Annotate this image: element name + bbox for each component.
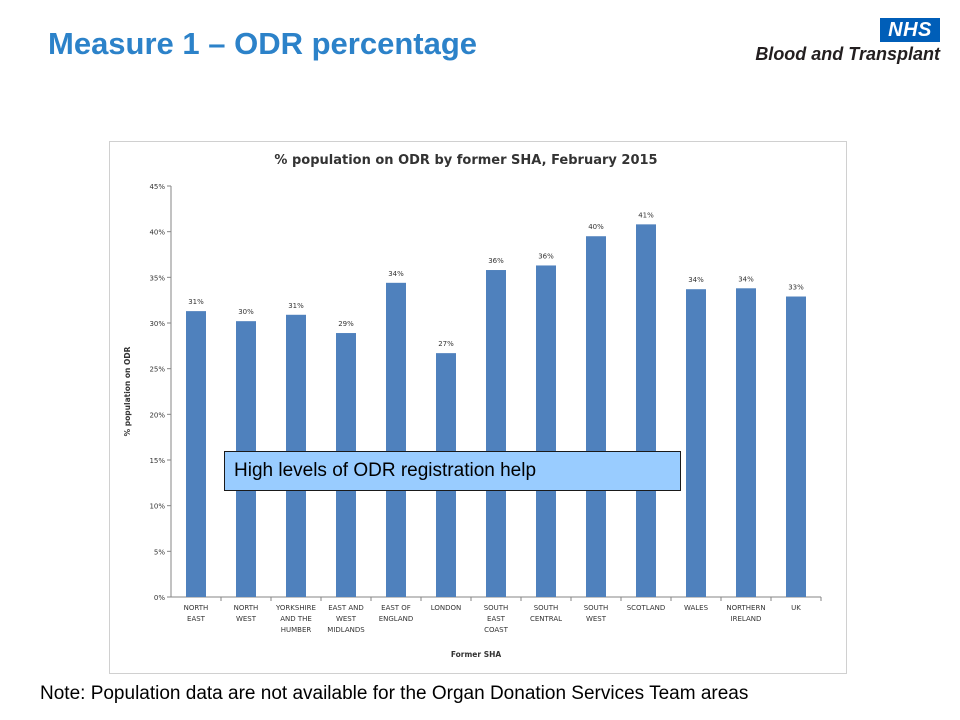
x-tick-label: IRELAND [731,615,762,623]
y-tick-label: 20% [149,411,165,419]
data-label: 40% [588,223,604,231]
data-label: 41% [638,211,654,219]
y-tick-label: 15% [149,457,165,465]
data-label: 31% [188,298,204,306]
nhs-logo-text: Blood and Transplant [755,44,940,64]
bar [586,236,606,597]
x-axis-title: Former SHA [451,650,502,659]
bar [536,265,556,597]
chart-frame: % population on ODR by former SHA, Febru… [109,141,847,674]
x-tick-label: ENGLAND [379,615,414,623]
x-tick-label: WEST [236,615,257,623]
x-tick-label: NORTH [184,604,209,612]
x-tick-label: YORKSHIRE [275,604,316,612]
x-tick-label: UK [791,604,801,612]
x-tick-label: EAST [487,615,506,623]
slide-title: Measure 1 – ODR percentage [48,26,478,61]
nhs-logo: NHS Blood and Transplant [750,18,940,68]
bar-chart: % population on ODR by former SHA, Febru… [123,153,822,659]
y-tick-label: 10% [149,503,165,511]
x-tick-label: AND THE [280,615,312,623]
x-tick-label: MIDLANDS [327,626,365,634]
x-tick-label: COAST [484,626,509,634]
bar [686,289,706,597]
data-label: 34% [388,270,404,278]
x-tick-label: SOUTH [584,604,609,612]
callout-box: High levels of ODR registration help [224,451,681,491]
y-axis-title: % population on ODR [123,346,132,436]
data-label: 29% [338,320,354,328]
bar [186,311,206,597]
x-tick-label: SOUTH [484,604,509,612]
data-label: 30% [238,308,254,316]
x-tick-label: EAST OF [381,604,411,612]
footnote: Note: Population data are not available … [40,683,749,704]
x-tick-label: NORTH [234,604,259,612]
y-tick-label: 40% [149,229,165,237]
x-tick-label: SCOTLAND [627,604,666,612]
x-tick-label: WEST [586,615,607,623]
bar [636,224,656,598]
data-label: 27% [438,340,454,348]
bar [386,282,406,597]
y-tick-label: 0% [154,594,165,602]
data-label: 36% [538,252,554,260]
data-label: 31% [288,302,304,310]
y-tick-label: 30% [149,320,165,328]
x-tick-label: SOUTH [534,604,559,612]
y-tick-label: 45% [149,183,165,191]
data-label: 34% [688,276,704,284]
x-tick-label: HUMBER [281,626,312,634]
chart-title: % population on ODR by former SHA, Febru… [274,153,657,168]
x-tick-label: CENTRAL [530,615,562,623]
data-label: 34% [738,275,754,283]
x-tick-label: EAST [187,615,206,623]
y-tick-label: 5% [154,548,165,556]
bar [736,288,756,597]
x-tick-label: WALES [684,604,709,612]
nhs-logo-badge: NHS [880,18,940,42]
x-tick-label: WEST [336,615,357,623]
x-tick-label: EAST AND [328,604,364,612]
bar [786,296,806,597]
data-label: 36% [488,257,504,265]
bar [486,270,506,597]
data-label: 33% [788,284,804,292]
x-tick-label: NORTHERN [726,604,765,612]
y-tick-label: 35% [149,274,165,282]
y-tick-label: 25% [149,366,165,374]
x-tick-label: LONDON [431,604,462,612]
